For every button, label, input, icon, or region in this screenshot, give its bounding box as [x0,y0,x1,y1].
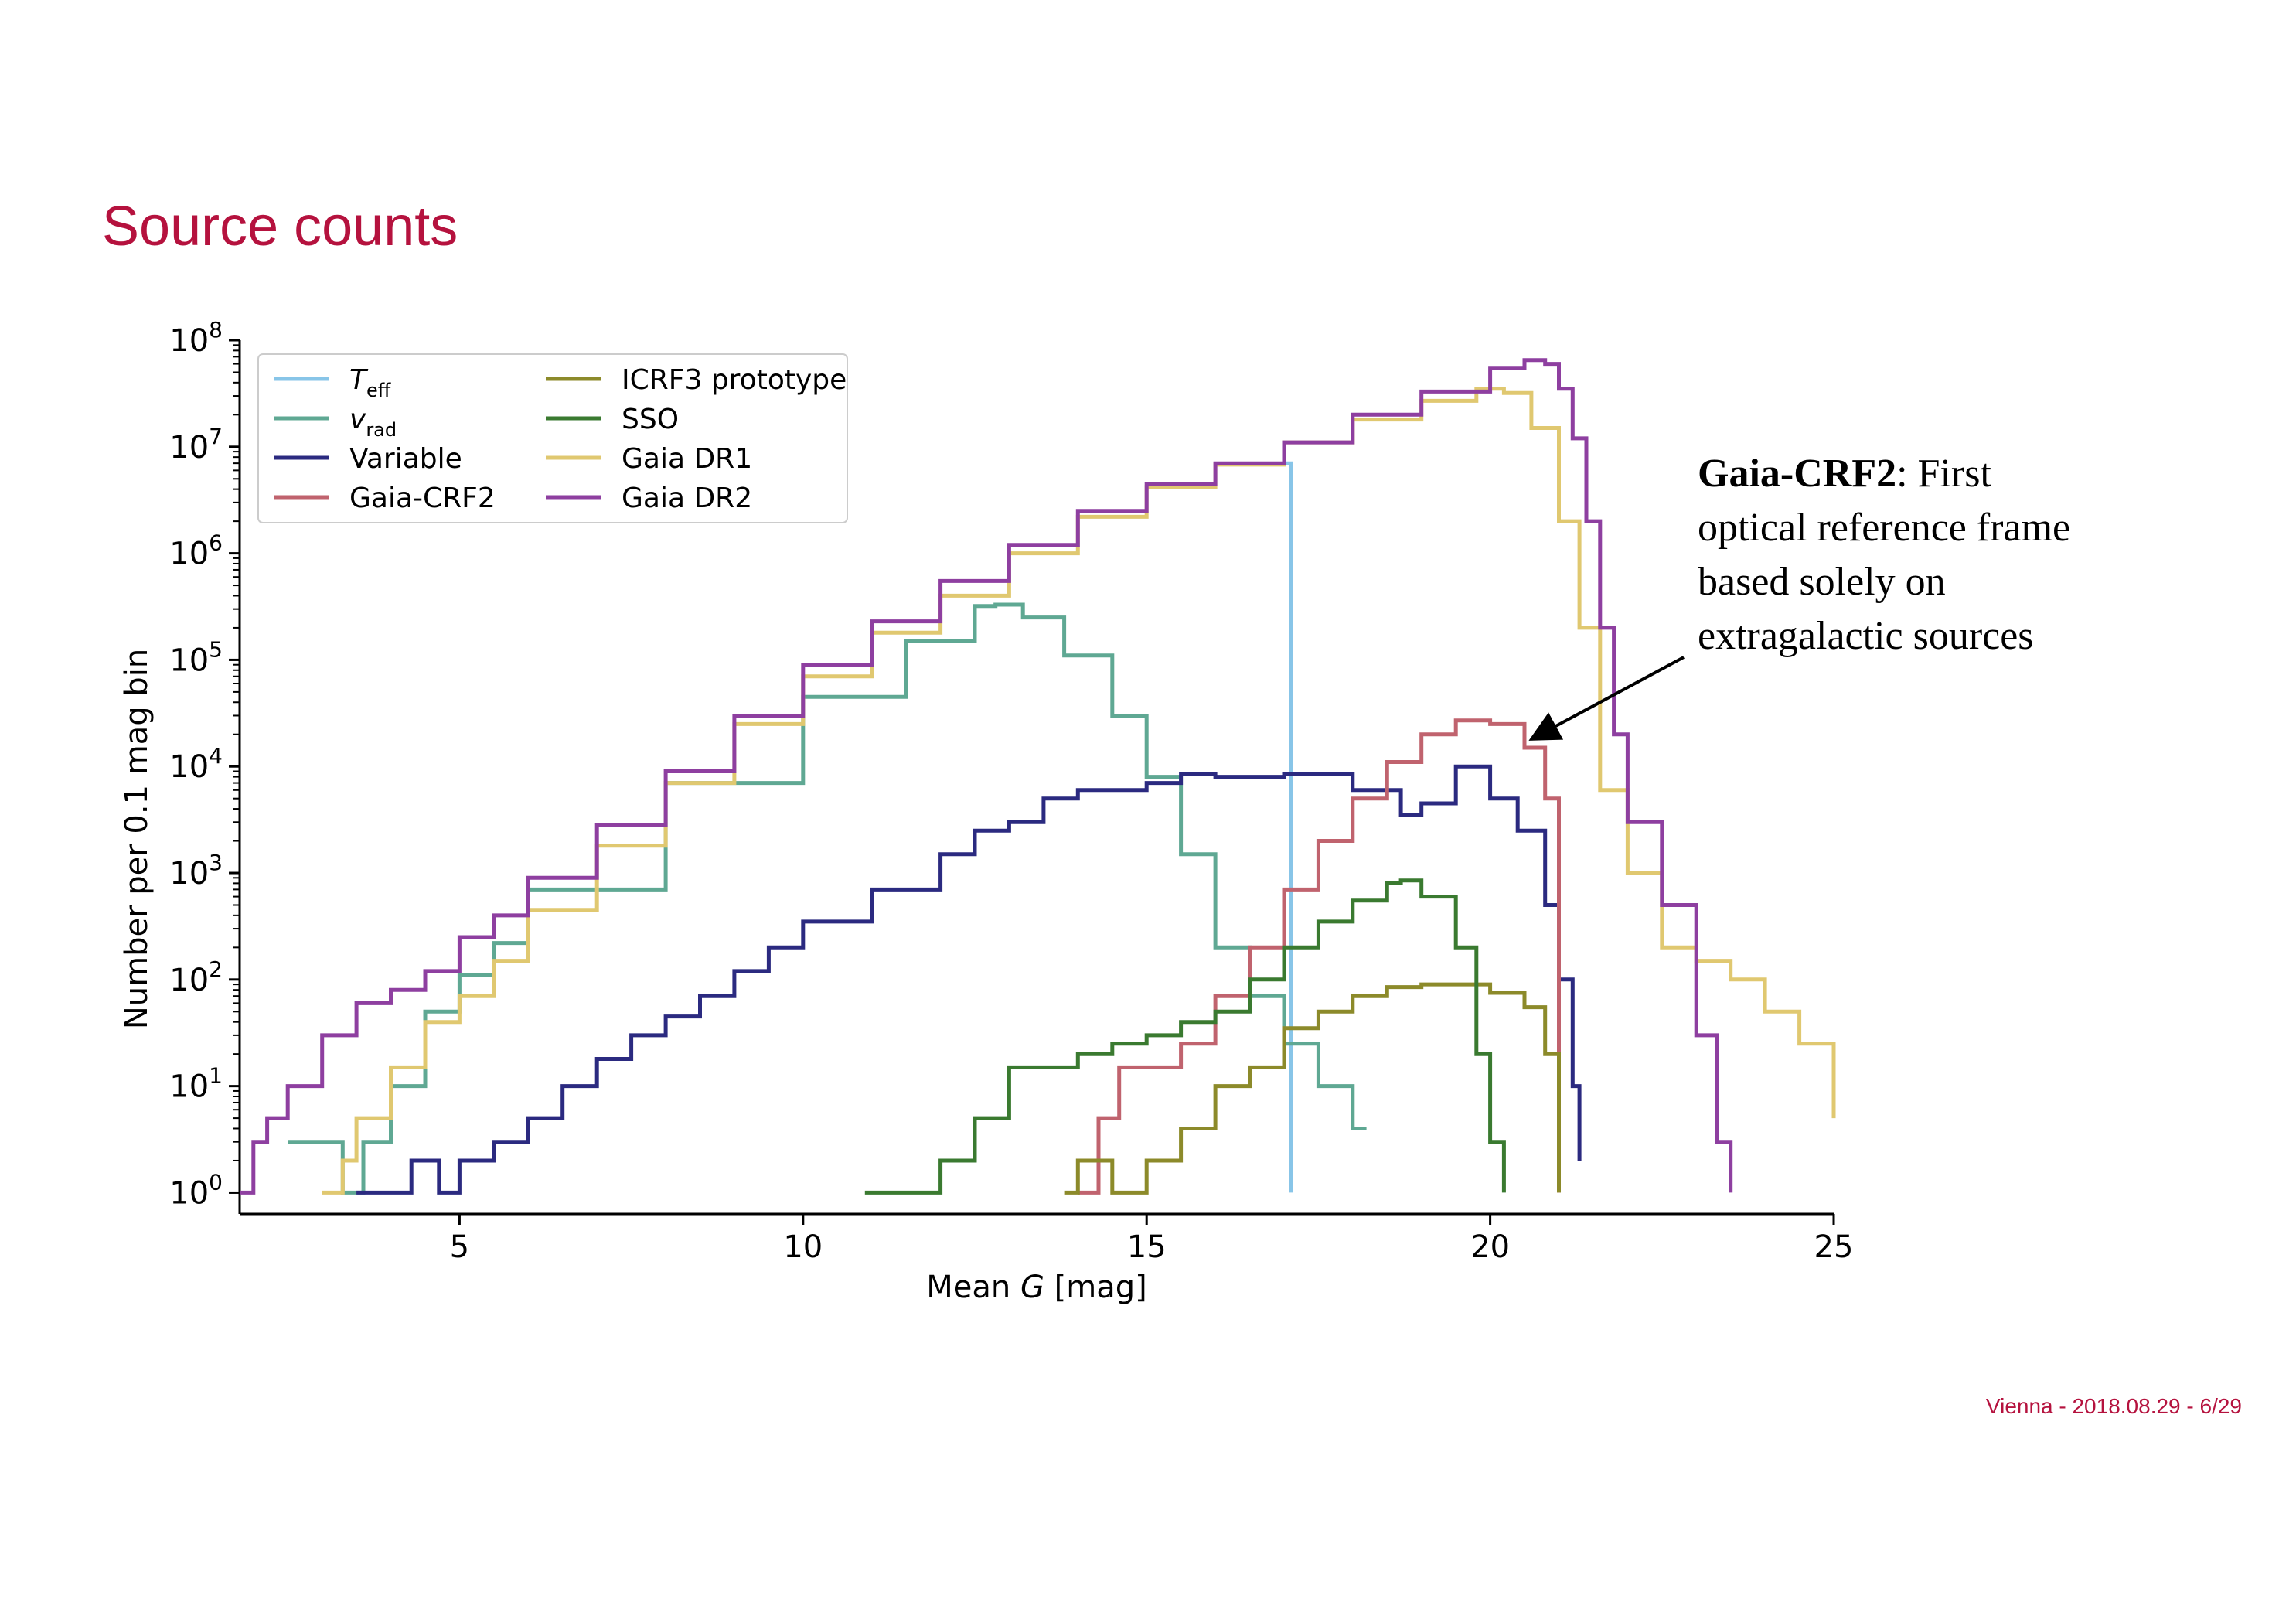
annotation-line-2: optical reference frame [1698,501,2239,555]
annotation-bold: Gaia-CRF2 [1698,452,1896,496]
y-tick-label: 103 [169,850,223,892]
legend-label-4: ICRF3 prototype [622,364,847,396]
series-line-4 [1065,984,1559,1192]
x-tick-label: 10 [783,1229,823,1265]
annotation-arrow-layer [1531,657,1684,739]
y-axis-label: Number per 0.1 mag bin [119,649,155,1029]
series-line-3 [1078,721,1558,1193]
legend-label-6: Gaia DR1 [622,443,752,475]
series-line-0 [1284,463,1291,1192]
x-tick-label: 15 [1127,1229,1167,1265]
y-tick-label: 102 [169,956,223,998]
y-tick-label: 105 [169,636,223,678]
y-tick-label: 106 [169,530,223,572]
series-line-2 [356,766,1579,1192]
legend-label-7: Gaia DR2 [622,482,752,514]
x-axis-label: Mean G [mag] [926,1270,1147,1305]
y-tick-label: 101 [169,1063,223,1105]
annotation-line-1: Gaia-CRF2: First [1698,447,2239,501]
slide-footer: Vienna - 2018.08.29 - 6/29 [1986,1394,2242,1419]
x-tick-label: 20 [1470,1229,1510,1265]
series-line-1 [288,605,1366,1192]
annotation-line-4: extragalactic sources [1698,609,2239,663]
annotation-rest: : First [1896,452,1991,496]
series-line-5 [865,881,1504,1193]
legend-label-3: Gaia-CRF2 [349,482,496,514]
x-tick-label: 5 [450,1229,469,1265]
y-tick-label: 108 [169,317,223,359]
chart: 5 10 15 20 25 100 101 102 103 104 105 106 107 108 Mean… [0,0,2296,1623]
y-tick-label: 107 [169,424,223,465]
legend-label-5: SSO [622,404,679,435]
annotation: Gaia-CRF2: First optical reference frame… [1698,447,2239,663]
legend-label-2: Variable [349,443,462,475]
annotation-arrow [1531,657,1684,739]
y-tick-label: 100 [169,1169,223,1211]
x-tick-label: 25 [1814,1229,1854,1265]
annotation-line-3: based solely on [1698,555,2239,609]
y-tick-label: 104 [169,743,223,785]
